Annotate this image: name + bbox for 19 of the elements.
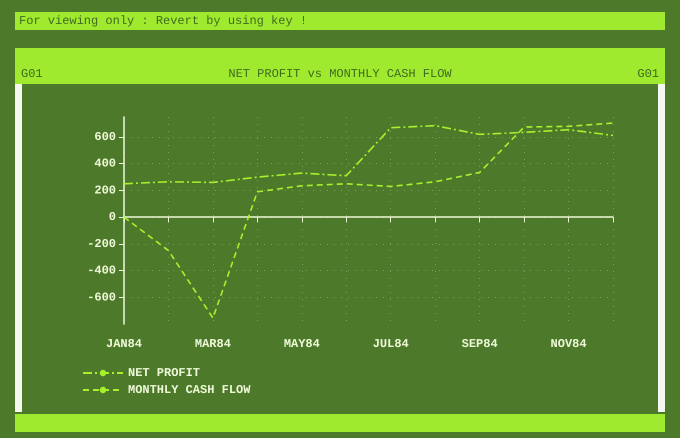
x-tick-label: JUL84 (372, 337, 409, 351)
y-tick-label: -400 (87, 264, 116, 278)
legend-label: MONTHLY CASH FLOW (128, 383, 252, 397)
y-tick-label: 200 (94, 183, 116, 198)
y-tick-label: 600 (94, 130, 116, 144)
y-tick-label: 0 (108, 210, 116, 224)
chart-title: NET PROFIT vs MONTHLY CASH FLOW (228, 67, 452, 81)
x-tick-label: MAY84 (284, 337, 320, 351)
text: G01 (637, 66, 659, 83)
y-tick-label: -600 (87, 290, 116, 304)
text: For viewing only : Revert by using key ! (15, 12, 665, 30)
x-tick-label: JAN84 (106, 337, 142, 351)
text: G01 (21, 66, 43, 83)
x-tick-label: NOV84 (550, 337, 587, 351)
legend-label: NET PROFIT (128, 366, 200, 380)
y-tick-label: 400 (94, 156, 116, 171)
x-tick-label: MAR84 (194, 337, 231, 351)
y-tick-label: -200 (87, 236, 116, 251)
x-tick-label: SEP84 (462, 337, 498, 351)
